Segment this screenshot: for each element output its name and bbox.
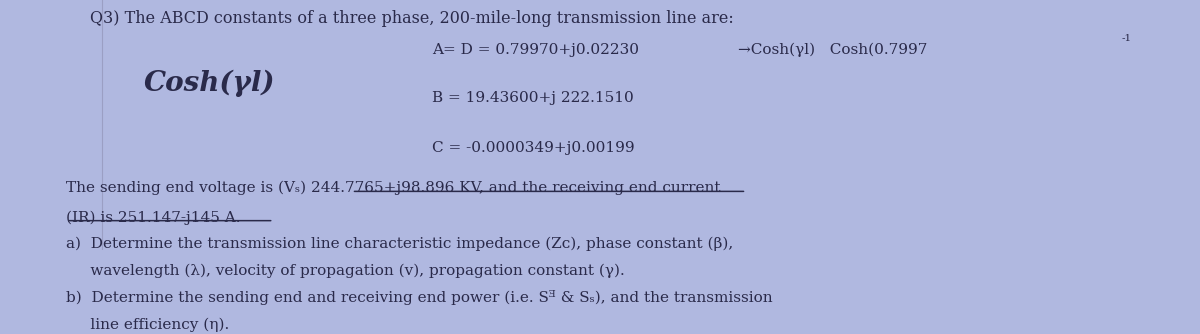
Text: line efficiency (η).: line efficiency (η). xyxy=(66,318,229,332)
Text: a)  Determine the transmission line characteristic impedance (Zᴄ), phase constan: a) Determine the transmission line chara… xyxy=(66,236,733,251)
Text: A= D = 0.79970+j0.02230: A= D = 0.79970+j0.02230 xyxy=(432,42,640,56)
Text: -1: -1 xyxy=(1122,34,1132,43)
Text: wavelength (λ), velocity of propagation (v), propagation constant (γ).: wavelength (λ), velocity of propagation … xyxy=(66,264,625,278)
Text: Cosh(γl): Cosh(γl) xyxy=(144,70,276,98)
Text: B = 19.43600+j 222.1510: B = 19.43600+j 222.1510 xyxy=(432,91,634,105)
Text: Q3) The ABCD constants of a three phase, 200-mile-long transmission line are:: Q3) The ABCD constants of a three phase,… xyxy=(90,10,733,27)
Text: C = -0.0000349+j0.00199: C = -0.0000349+j0.00199 xyxy=(432,141,635,155)
Text: →Cosh(γl)   Cosh(0.7997: →Cosh(γl) Cosh(0.7997 xyxy=(738,42,928,57)
Text: b)  Determine the sending end and receiving end power (i.e. Sᴲ & Sₛ), and the tr: b) Determine the sending end and receivi… xyxy=(66,290,773,305)
Text: (IR) is 251.147-j145 A.: (IR) is 251.147-j145 A. xyxy=(66,210,240,224)
Text: The sending end voltage is (Vₛ) 244.7765+j98.896 KV, and the receiving end curre: The sending end voltage is (Vₛ) 244.7765… xyxy=(66,180,720,194)
